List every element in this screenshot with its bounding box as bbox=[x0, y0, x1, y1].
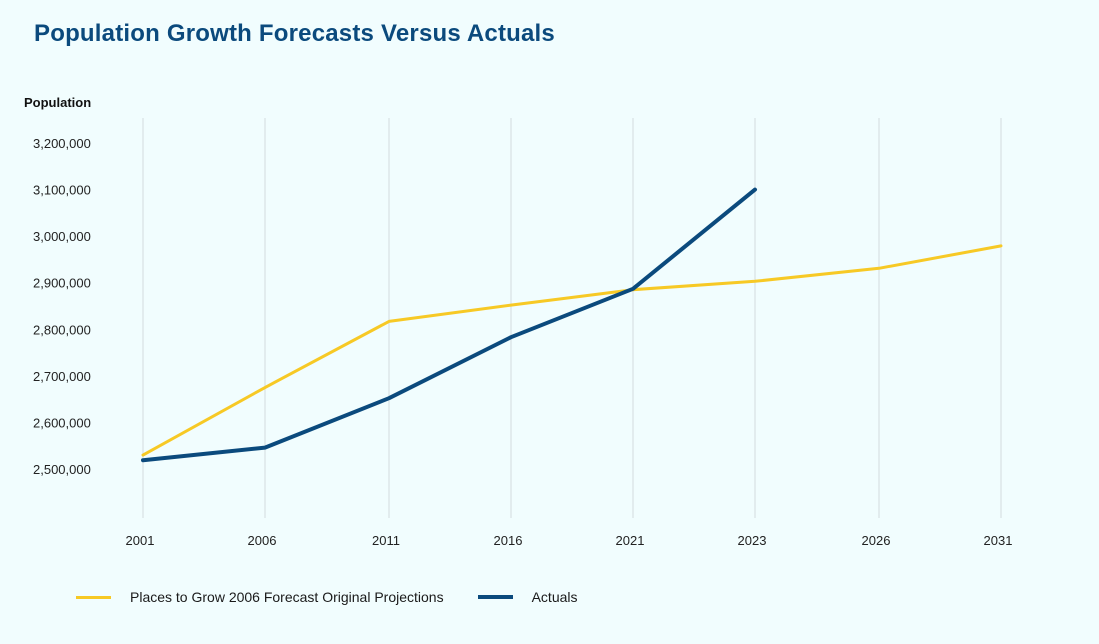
x-tick-label: 2011 bbox=[372, 533, 400, 548]
x-tick-label: 2006 bbox=[248, 533, 277, 548]
x-tick-label: 2031 bbox=[984, 533, 1013, 548]
chart-title: Population Growth Forecasts Versus Actua… bbox=[34, 20, 555, 47]
legend-item-forecast: Places to Grow 2006 Forecast Original Pr… bbox=[76, 589, 444, 605]
legend-label-forecast: Places to Grow 2006 Forecast Original Pr… bbox=[130, 589, 444, 605]
y-tick-label: 3,000,000 bbox=[33, 229, 91, 244]
y-tick-label: 2,800,000 bbox=[33, 322, 91, 337]
series-line-actuals bbox=[141, 187, 757, 463]
y-tick-label: 3,100,000 bbox=[33, 183, 91, 198]
legend-swatch-forecast bbox=[76, 595, 111, 599]
x-tick-label: 2026 bbox=[862, 533, 891, 548]
y-tick-label: 2,900,000 bbox=[33, 276, 91, 291]
x-tick-label: 2016 bbox=[494, 533, 523, 548]
legend-swatch-actuals bbox=[477, 595, 513, 599]
series-line-forecast bbox=[141, 244, 1003, 457]
y-axis-label: Population bbox=[24, 95, 91, 110]
legend-item-actuals: Actuals bbox=[477, 589, 578, 605]
x-tick-label: 2023 bbox=[738, 533, 767, 548]
legend-label-actuals: Actuals bbox=[531, 589, 578, 605]
y-tick-label: 2,600,000 bbox=[33, 415, 91, 430]
y-tick-label: 3,200,000 bbox=[33, 136, 91, 151]
y-tick-label: 2,500,000 bbox=[33, 462, 91, 477]
x-tick-label: 2001 bbox=[126, 533, 155, 548]
legend: Places to Grow 2006 Forecast Original Pr… bbox=[76, 589, 612, 605]
y-tick-label: 2,700,000 bbox=[33, 369, 91, 384]
x-tick-label: 2021 bbox=[616, 533, 645, 548]
